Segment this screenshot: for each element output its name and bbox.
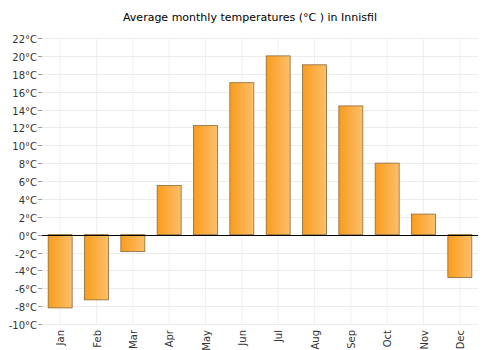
y-tick	[38, 270, 42, 271]
chart: Average monthly temperatures (°C ) in In…	[0, 0, 500, 350]
y-tick	[38, 288, 42, 289]
y-tick	[38, 145, 42, 146]
x-tick-label: Nov	[419, 330, 430, 350]
bar	[412, 214, 436, 235]
y-tick-label: 22°C	[12, 34, 37, 45]
y-tick-label: -2°C	[15, 249, 37, 260]
bar	[121, 235, 145, 252]
bar	[85, 235, 109, 300]
y-grid-line	[42, 163, 478, 164]
x-tick-label: May	[201, 330, 212, 350]
chart-container: Average monthly temperatures (°C ) in In…	[0, 0, 500, 350]
y-tick-label: 12°C	[12, 123, 37, 134]
x-tick-label: Jul	[273, 330, 284, 343]
y-tick-label: -8°C	[15, 302, 37, 313]
zero-line	[42, 235, 478, 236]
y-grid-line	[42, 110, 478, 111]
y-tick	[38, 38, 42, 39]
y-tick	[38, 163, 42, 164]
bar	[448, 235, 472, 278]
y-tick-label: 16°C	[12, 88, 37, 99]
y-tick-label: 20°C	[12, 52, 37, 63]
y-tick-label: 0°C	[19, 231, 37, 242]
y-tick-label: 6°C	[19, 177, 37, 188]
y-grid-line	[42, 74, 478, 75]
x-tick-label: Apr	[164, 329, 175, 347]
x-tick-label: Jun	[237, 330, 248, 347]
y-tick-label: -4°C	[15, 266, 37, 277]
x-tick-label: Feb	[92, 330, 103, 348]
title: Average monthly temperatures (°C ) in In…	[123, 11, 377, 24]
y-grid-line	[42, 306, 478, 307]
y-tick-label: 10°C	[12, 141, 37, 152]
y-tick	[38, 217, 42, 218]
y-tick-label: 4°C	[19, 195, 37, 206]
y-grid-line	[42, 56, 478, 57]
bar	[303, 65, 327, 235]
y-grid-line	[42, 92, 478, 93]
y-tick	[38, 306, 42, 307]
y-tick	[38, 235, 42, 236]
bar	[266, 56, 290, 235]
y-tick	[38, 92, 42, 93]
y-tick-label: -6°C	[15, 284, 37, 295]
x-tick-label: Jan	[55, 330, 66, 346]
x-tick-label: Mar	[128, 329, 139, 349]
y-tick-label: 2°C	[19, 213, 37, 224]
y-grid-line	[42, 38, 478, 39]
y-grid-line	[42, 199, 478, 200]
x-tick-label: Aug	[310, 330, 321, 350]
y-tick	[38, 127, 42, 128]
x-tick-label: Dec	[455, 330, 466, 349]
x-tick-label: Sep	[346, 330, 357, 349]
bar	[339, 106, 363, 235]
bar	[194, 126, 218, 235]
x-tick-label: Oct	[382, 330, 393, 347]
bar	[230, 83, 254, 235]
bar	[157, 185, 181, 234]
y-tick	[38, 199, 42, 200]
y-tick	[38, 74, 42, 75]
y-tick	[38, 324, 42, 325]
y-grid-line	[42, 324, 478, 325]
y-grid-line	[42, 181, 478, 182]
y-tick	[38, 56, 42, 57]
y-tick-label: 8°C	[19, 159, 37, 170]
y-grid-line	[42, 235, 478, 236]
y-grid-line	[42, 127, 478, 128]
bars	[48, 56, 472, 308]
y-tick-label: 14°C	[12, 106, 37, 117]
y-tick	[38, 253, 42, 254]
y-grid-line	[42, 145, 478, 146]
bar	[48, 235, 72, 308]
bar	[375, 163, 399, 235]
y-tick	[38, 181, 42, 182]
y-tick	[38, 110, 42, 111]
y-tick-label: -10°C	[9, 320, 37, 331]
y-tick-label: 18°C	[12, 70, 37, 81]
